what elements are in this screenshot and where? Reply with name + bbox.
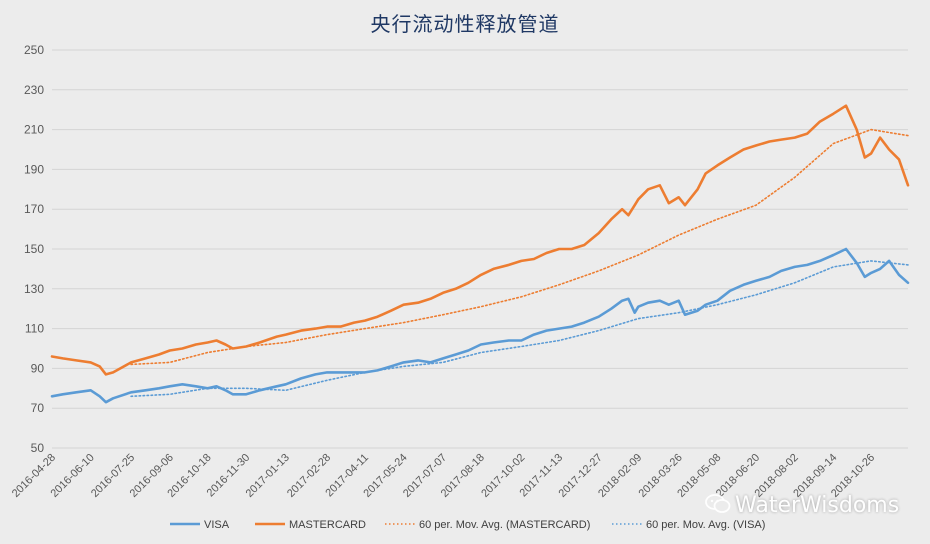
y-tick-label: 90 [31, 361, 45, 375]
y-tick-label: 230 [24, 83, 44, 97]
legend-label: VISA [204, 519, 230, 531]
y-tick-label: 190 [24, 162, 44, 176]
wechat-icon [705, 494, 731, 513]
y-tick-label: 150 [24, 242, 44, 256]
legend-label: 60 per. Mov. Avg. (MASTERCARD) [419, 519, 590, 531]
y-tick-label: 210 [24, 123, 44, 137]
legend-label: 60 per. Mov. Avg. (VISA) [646, 519, 765, 531]
chart-title: 央行流动性释放管道 [370, 12, 560, 36]
y-tick-label: 110 [25, 322, 44, 336]
y-tick-label: 70 [31, 401, 45, 415]
watermark: WaterWisdoms [705, 492, 899, 518]
y-tick-label: 250 [24, 43, 44, 57]
y-tick-label: 170 [24, 202, 44, 216]
y-tick-label: 130 [24, 282, 44, 296]
series-line-0 [50, 247, 910, 404]
series-line-1 [50, 104, 910, 376]
y-tick-label: 50 [31, 441, 45, 455]
series-line-3 [130, 260, 909, 398]
series-line-2 [130, 128, 909, 366]
legend-label: MASTERCARD [289, 519, 366, 531]
watermark-text: WaterWisdoms [735, 493, 900, 518]
